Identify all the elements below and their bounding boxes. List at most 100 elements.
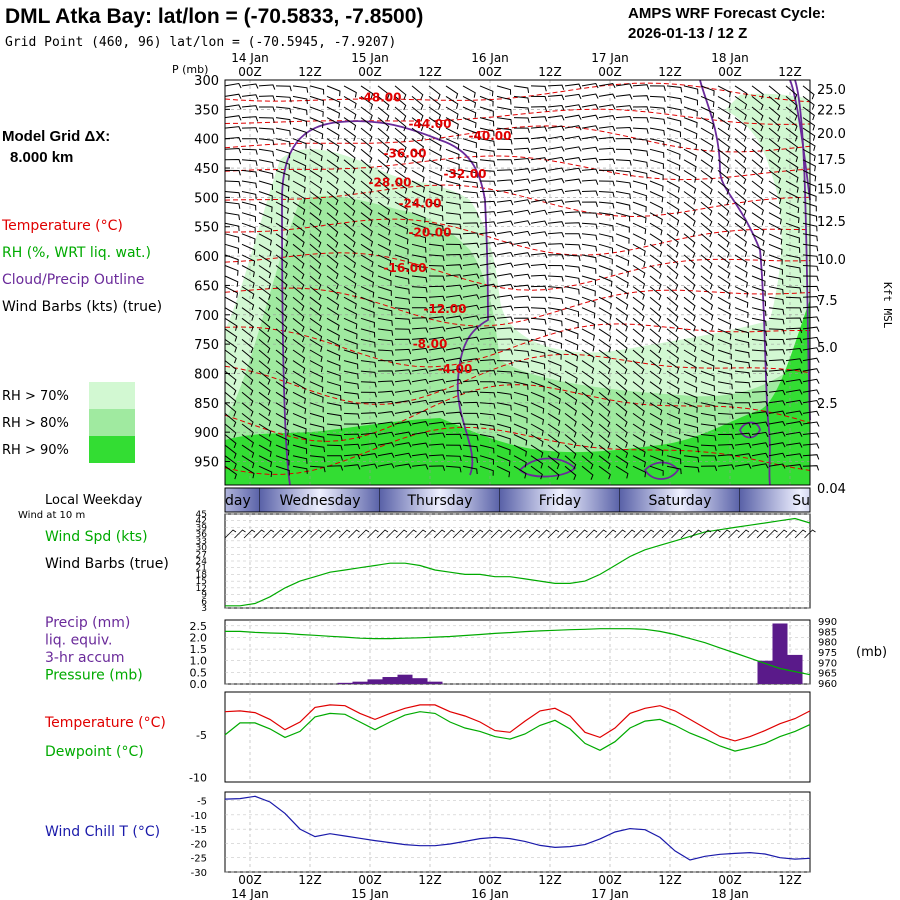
wind-barb: [258, 381, 271, 396]
wind-barb: [275, 339, 288, 354]
wind-barb: [785, 117, 798, 132]
wind-barb: [394, 127, 407, 142]
wind-barb: [445, 465, 462, 473]
wind-barb: [275, 465, 290, 476]
legend-entry: Wind Barbs (kts) (true): [2, 299, 162, 315]
wind-barb: [496, 402, 512, 411]
wind-barb: [513, 262, 531, 269]
chill-tick-label: -20: [191, 839, 207, 850]
wind-barb: [394, 359, 412, 365]
wind-barb: [496, 230, 514, 237]
wind-barb: [309, 159, 323, 173]
wind-barb: [394, 410, 412, 416]
wind-barb: [445, 169, 460, 180]
wind-barb: [428, 443, 446, 449]
wind-barb: [224, 317, 238, 331]
wind-barb: [513, 252, 531, 258]
wind-barb: [768, 463, 786, 469]
wind-barb: [224, 360, 237, 375]
wind-barb: [615, 169, 632, 177]
wind-barb: [258, 117, 275, 123]
surface-wind-barb: [595, 529, 607, 539]
wind-barb: [734, 349, 750, 358]
wind-barb: [785, 233, 800, 244]
wind-barb: [411, 85, 424, 100]
wind-barb: [411, 117, 424, 131]
wind-barb: [258, 95, 276, 101]
panel-label: liq. equiv.: [45, 633, 112, 649]
wind-barb: [411, 233, 426, 243]
wind-barb: [751, 328, 767, 337]
wind-barb: [309, 222, 322, 237]
wind-barb: [717, 127, 731, 142]
wind-barb: [683, 201, 696, 216]
weekday-name: Su: [792, 493, 810, 509]
wind-barb: [734, 191, 747, 206]
wind-barb: [700, 191, 713, 206]
wind-barb: [683, 191, 696, 205]
wind-barb: [751, 148, 764, 163]
wind-barb: [530, 274, 548, 281]
wind-barb: [292, 338, 305, 353]
wind-barb: [360, 170, 373, 185]
wind-barb: [360, 328, 376, 338]
wind-barb: [530, 434, 544, 447]
wind-barb: [360, 201, 373, 216]
wind-barb: [258, 265, 272, 279]
weekday-cell: [380, 488, 500, 512]
wind-barb: [547, 444, 560, 459]
surface-wind-barb: [433, 529, 446, 539]
wind-barb: [564, 381, 578, 395]
wind-barb: [615, 243, 630, 255]
wind-barb: [513, 349, 530, 357]
wind-barb: [547, 296, 564, 304]
wind-barb: [700, 307, 714, 321]
wind-barb: [360, 286, 375, 298]
wind-barb: [649, 328, 662, 343]
wind-barb: [327, 455, 343, 461]
surface-wind-barb: [405, 529, 417, 539]
wind-barb: [785, 96, 798, 111]
surface-wind-barb: [538, 529, 550, 539]
wind-barb: [309, 117, 324, 128]
wind-barb: [666, 370, 680, 384]
wind-barb: [632, 148, 649, 157]
wind-barb: [496, 148, 513, 155]
wind-barb: [734, 453, 752, 459]
wind-barb: [717, 265, 731, 279]
wind-barb: [734, 106, 747, 121]
wind-barb: [241, 180, 257, 189]
wind-barb: [496, 423, 512, 433]
wind-barb: [343, 159, 356, 174]
wind-barb: [275, 180, 290, 192]
wind-barb: [598, 381, 611, 396]
wind-barb: [734, 212, 747, 227]
wind-barb: [343, 391, 360, 399]
pressure-tick-label: 400: [194, 133, 219, 148]
wind-barb: [479, 283, 497, 289]
wind-barb: [598, 413, 611, 428]
wind-barb: [785, 368, 803, 374]
wind-barb: [224, 391, 237, 407]
wind-tick-label: 42: [196, 517, 207, 527]
wind-barb: [564, 465, 577, 480]
wind-barb: [479, 200, 497, 207]
grid-spacing-label: Model Grid ΔX:: [2, 128, 110, 145]
wind-barb: [309, 95, 324, 106]
wind-barb: [514, 127, 530, 133]
wind-barb: [547, 104, 565, 111]
wind-barb: [258, 402, 271, 416]
wind-barb: [462, 212, 479, 218]
rh-90-area: [225, 300, 810, 485]
wind-barb: [717, 117, 731, 131]
wind-barb: [683, 465, 700, 473]
wind-barb: [666, 180, 680, 193]
wind-barb: [768, 222, 783, 235]
wind-barb: [802, 357, 820, 363]
wind-barb: [734, 95, 748, 110]
wind-barb: [428, 432, 446, 438]
wind-barb: [751, 380, 769, 387]
wind-barb: [598, 338, 612, 353]
top-date-label: 18 Jan: [711, 51, 749, 65]
wind-barb: [649, 423, 663, 436]
